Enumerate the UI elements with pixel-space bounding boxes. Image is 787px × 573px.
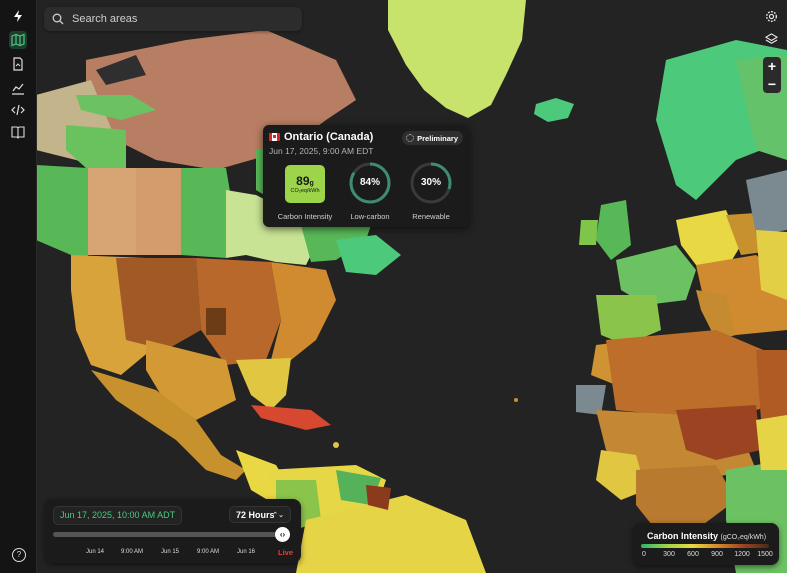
west-africa bbox=[596, 450, 646, 500]
timeline-slider-handle[interactable]: ‹› bbox=[275, 527, 290, 542]
zoom-out-button[interactable]: − bbox=[767, 76, 777, 92]
ethiopia bbox=[756, 415, 787, 470]
gear-icon[interactable] bbox=[761, 6, 781, 26]
search-icon bbox=[52, 13, 64, 25]
canada-flag-icon bbox=[269, 133, 280, 141]
legend-tick: 300 bbox=[663, 551, 675, 558]
live-label[interactable]: Live bbox=[278, 548, 294, 557]
carbon-intensity-unit: CO₂eq/kWh bbox=[290, 188, 320, 194]
legend-tick: 600 bbox=[687, 551, 699, 558]
help-icon[interactable]: ? bbox=[12, 548, 26, 562]
usa-mountain bbox=[116, 258, 201, 350]
france bbox=[616, 245, 696, 305]
ireland bbox=[579, 220, 598, 245]
timeline-tick: Jun 14 bbox=[85, 549, 105, 555]
legend-tick: 1200 bbox=[734, 551, 750, 558]
cuba bbox=[251, 405, 331, 430]
zone-name: Ontario (Canada) bbox=[284, 131, 374, 143]
legend-tick: 900 bbox=[711, 551, 723, 558]
timeline-tick: Jun 15 bbox=[160, 549, 180, 555]
chart-icon[interactable] bbox=[9, 79, 27, 97]
renewable-gauge: 30% bbox=[409, 161, 453, 205]
canada-ontario bbox=[226, 190, 316, 265]
time-range-select[interactable]: 72 Hours ⌃⌄ bbox=[229, 506, 291, 523]
zoom-in-button[interactable]: + bbox=[767, 58, 777, 74]
low-carbon-gauge: 84% bbox=[348, 161, 392, 205]
estimate-icon bbox=[406, 134, 415, 142]
low-carbon-value: 84% bbox=[359, 177, 380, 188]
zone-datetime: Jun 17, 2025, 9:00 AM EDT bbox=[269, 146, 374, 156]
legend-tick: 1500 bbox=[757, 551, 773, 558]
carbon-intensity-legend: Carbon Intensity (gCO₂eq/kWh) 0 300 600 … bbox=[633, 523, 779, 565]
book-icon[interactable] bbox=[9, 123, 27, 141]
carbon-intensity-value: 89 bbox=[296, 174, 310, 188]
western-sahara bbox=[576, 385, 606, 415]
greenland bbox=[388, 0, 526, 118]
canada-maritimes bbox=[336, 235, 401, 275]
preliminary-badge[interactable]: Preliminary bbox=[402, 131, 463, 145]
timeline-slider-track[interactable] bbox=[53, 532, 277, 537]
canada-alberta bbox=[88, 168, 136, 255]
legend-color-bar bbox=[641, 544, 769, 548]
egypt bbox=[756, 350, 787, 420]
carbon-intensity-box: 89g CO₂eq/kWh bbox=[285, 165, 325, 203]
canada-yukon-nwt bbox=[66, 125, 126, 168]
timeline-tick: 9:00 AM bbox=[120, 549, 144, 555]
legend-title: Carbon Intensity bbox=[647, 531, 719, 541]
renewable-label: Renewable bbox=[412, 212, 450, 221]
uk bbox=[596, 200, 631, 260]
renewable-value: 30% bbox=[420, 177, 441, 188]
legend-tick: 0 bbox=[642, 551, 646, 558]
code-icon[interactable] bbox=[9, 101, 27, 119]
bolivia bbox=[366, 485, 391, 510]
usa-central bbox=[196, 258, 281, 365]
iceland bbox=[534, 98, 574, 122]
usa-east bbox=[271, 262, 336, 360]
layers-icon[interactable] bbox=[761, 29, 781, 49]
legend-unit: (gCO₂eq/kWh) bbox=[720, 534, 767, 541]
germany bbox=[676, 210, 741, 270]
baltics-russia bbox=[746, 170, 787, 235]
timeline-tick: Jun 16 bbox=[236, 549, 256, 555]
chevron-updown-icon: ⌃⌄ bbox=[272, 512, 284, 519]
sudan-region bbox=[676, 405, 761, 460]
zoom-controls: + − bbox=[763, 57, 781, 93]
ukraine bbox=[756, 230, 787, 300]
zone-tooltip: Ontario (Canada) Jun 17, 2025, 9:00 AM E… bbox=[263, 125, 469, 227]
central-africa bbox=[636, 465, 736, 530]
italy bbox=[696, 290, 736, 340]
carbon-intensity-label: Carbon Intensity bbox=[277, 212, 333, 221]
search-input[interactable]: Search areas bbox=[72, 13, 138, 25]
usa-southeast bbox=[236, 358, 291, 410]
canada-sask bbox=[136, 168, 181, 255]
timeline-tick: 9:00 AM bbox=[196, 549, 220, 555]
north-africa bbox=[606, 330, 787, 420]
current-datetime[interactable]: Jun 17, 2025, 10:00 AM ADT bbox=[53, 506, 183, 525]
usa-darkzone bbox=[206, 308, 226, 335]
bolt-logo-icon[interactable] bbox=[9, 7, 27, 25]
timeline-panel: Jun 17, 2025, 10:00 AM ADT 72 Hours ⌃⌄ ‹›… bbox=[45, 499, 301, 563]
low-carbon-label: Low-carbon bbox=[350, 212, 390, 221]
mexico bbox=[91, 370, 246, 480]
canada-manitoba bbox=[181, 168, 234, 258]
sidebar: ? bbox=[0, 0, 37, 573]
spain-portugal bbox=[596, 295, 661, 345]
carbon-intensity-map[interactable] bbox=[36, 0, 787, 573]
map-icon[interactable] bbox=[9, 31, 27, 49]
brazil bbox=[296, 495, 486, 573]
canada-bc bbox=[36, 165, 88, 260]
search-bar[interactable]: Search areas bbox=[44, 7, 302, 31]
report-icon[interactable] bbox=[9, 55, 27, 73]
